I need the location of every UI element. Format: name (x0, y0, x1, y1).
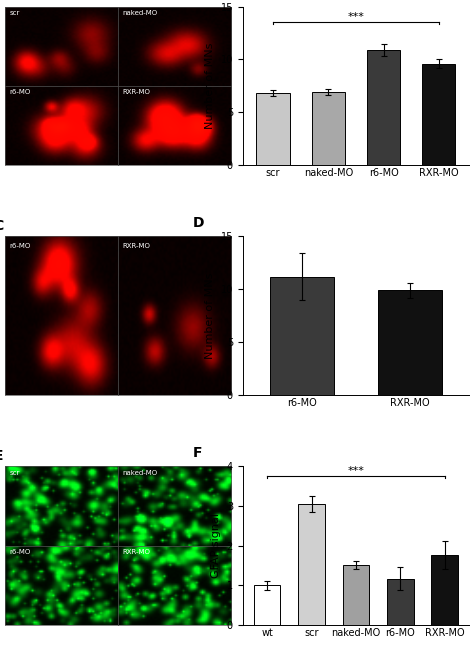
Bar (312, 92, 345, 165)
Y-axis label: Number of MNs: Number of MNs (205, 42, 215, 129)
Text: C: C (0, 219, 4, 233)
Text: ***: *** (347, 465, 365, 475)
Bar (298, 504, 325, 625)
Y-axis label: GFAP signal: GFAP signal (211, 513, 221, 578)
Text: E: E (0, 449, 3, 464)
Bar (254, 585, 281, 625)
Bar (387, 579, 414, 625)
Bar (270, 277, 334, 395)
Bar (367, 50, 400, 165)
Text: F: F (193, 446, 202, 460)
Text: A: A (0, 0, 4, 3)
Y-axis label: Number of MNs: Number of MNs (205, 273, 215, 359)
Text: ***: *** (347, 12, 365, 21)
Bar (256, 93, 290, 165)
Bar (378, 290, 442, 395)
Text: D: D (193, 216, 204, 230)
Bar (431, 555, 458, 625)
Bar (422, 64, 456, 165)
Bar (343, 564, 369, 625)
